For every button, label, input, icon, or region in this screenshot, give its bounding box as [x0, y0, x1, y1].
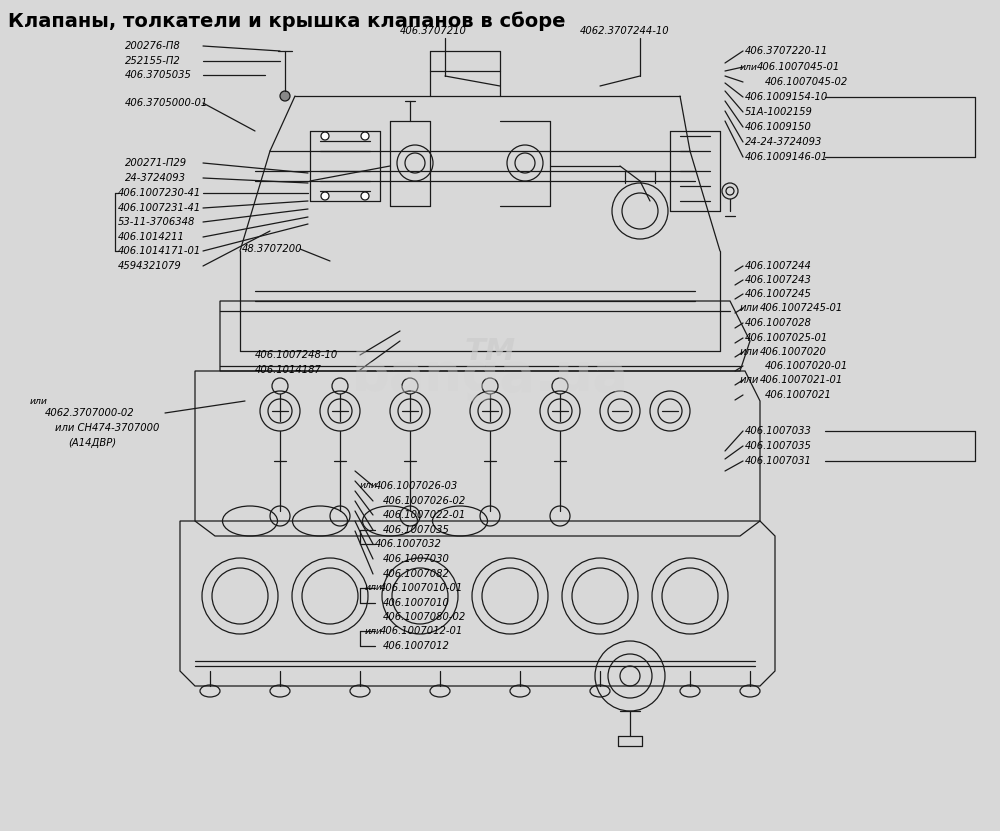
- Text: (А14ДВР): (А14ДВР): [68, 438, 116, 448]
- Text: 406.1007031: 406.1007031: [745, 456, 812, 466]
- Text: 406.1007021: 406.1007021: [765, 390, 832, 400]
- Text: 406.1009146-01: 406.1009146-01: [745, 152, 828, 162]
- Text: 406.1007033: 406.1007033: [745, 426, 812, 436]
- Text: 406.1007028: 406.1007028: [745, 318, 812, 328]
- Text: 406.1007244: 406.1007244: [745, 261, 812, 271]
- Text: 406.1014171-01: 406.1014171-01: [118, 246, 201, 256]
- Text: 406.1007025-01: 406.1007025-01: [745, 333, 828, 343]
- Text: 406.1007245: 406.1007245: [745, 289, 812, 299]
- Text: 406.1014211: 406.1014211: [118, 232, 185, 242]
- Text: Клапаны, толкатели и крышка клапанов в сборе: Клапаны, толкатели и крышка клапанов в с…: [8, 11, 566, 31]
- Text: 406.1007248-10: 406.1007248-10: [255, 350, 338, 360]
- Circle shape: [280, 91, 290, 101]
- Text: или: или: [365, 583, 383, 593]
- Text: 406.1007245-01: 406.1007245-01: [760, 303, 843, 313]
- Text: 24-24-3724093: 24-24-3724093: [745, 137, 822, 147]
- Text: 406.1007045-01: 406.1007045-01: [757, 62, 840, 72]
- Text: или: или: [740, 347, 759, 357]
- Text: 406.1007230-41: 406.1007230-41: [118, 188, 201, 198]
- Text: 406.1007026-02: 406.1007026-02: [383, 496, 466, 506]
- Text: 4594321079: 4594321079: [118, 261, 182, 271]
- Circle shape: [321, 132, 329, 140]
- Circle shape: [361, 132, 369, 140]
- Text: 48.3707200: 48.3707200: [242, 244, 302, 254]
- Text: 406.1007020-01: 406.1007020-01: [765, 361, 848, 371]
- Text: 4062.3707000-02: 4062.3707000-02: [45, 408, 135, 418]
- Text: 51А-1002159: 51А-1002159: [745, 107, 813, 117]
- Text: 406.1007012: 406.1007012: [383, 641, 450, 651]
- Text: или СН474-3707000: или СН474-3707000: [55, 423, 159, 433]
- Text: 406.1007243: 406.1007243: [745, 275, 812, 285]
- Circle shape: [321, 192, 329, 200]
- Text: 406.1007080-02: 406.1007080-02: [383, 612, 466, 622]
- Text: 406.1007010-01: 406.1007010-01: [380, 583, 463, 593]
- Text: 406.1009154-10: 406.1009154-10: [745, 92, 828, 102]
- Text: или: или: [740, 62, 758, 71]
- Text: или: или: [30, 396, 48, 406]
- Text: 4062.3707244-10: 4062.3707244-10: [580, 26, 670, 36]
- Text: или: или: [740, 303, 759, 313]
- Text: 406.1007035: 406.1007035: [383, 525, 450, 535]
- Text: или: или: [360, 481, 378, 490]
- Text: 406.1007030: 406.1007030: [383, 554, 450, 564]
- Text: 406.1007012-01: 406.1007012-01: [380, 626, 463, 636]
- Text: 406.1007010: 406.1007010: [383, 598, 450, 608]
- Text: 406.1014187: 406.1014187: [255, 365, 322, 375]
- Text: 406.1007082: 406.1007082: [383, 569, 450, 579]
- Text: 200276-П8: 200276-П8: [125, 41, 181, 51]
- Text: 53-11-3706348: 53-11-3706348: [118, 217, 195, 227]
- Text: 24-3724093: 24-3724093: [125, 173, 186, 183]
- Circle shape: [361, 192, 369, 200]
- Text: 406.1007020: 406.1007020: [760, 347, 827, 357]
- Text: 252155-П2: 252155-П2: [125, 56, 181, 66]
- Text: banga.ua: banga.ua: [352, 350, 629, 402]
- Text: 406.1007022-01: 406.1007022-01: [383, 510, 466, 520]
- Text: 406.1007035: 406.1007035: [745, 441, 812, 451]
- Text: 406.3707220-11: 406.3707220-11: [745, 46, 828, 56]
- Text: или: или: [365, 627, 383, 636]
- Text: 406.1007231-41: 406.1007231-41: [118, 203, 201, 213]
- Text: TM: TM: [464, 337, 516, 366]
- Text: 406.1007026-03: 406.1007026-03: [375, 481, 458, 491]
- Text: 406.3707210: 406.3707210: [400, 26, 467, 36]
- Text: 406.1007045-02: 406.1007045-02: [765, 77, 848, 87]
- Text: 200271-П29: 200271-П29: [125, 158, 187, 168]
- Text: 406.1009150: 406.1009150: [745, 122, 812, 132]
- Text: 406.1007032: 406.1007032: [375, 539, 442, 549]
- Text: или: или: [740, 375, 759, 385]
- Text: 406.1007021-01: 406.1007021-01: [760, 375, 843, 385]
- Text: 406.3705035: 406.3705035: [125, 70, 192, 80]
- Text: 406.3705000-01: 406.3705000-01: [125, 98, 208, 108]
